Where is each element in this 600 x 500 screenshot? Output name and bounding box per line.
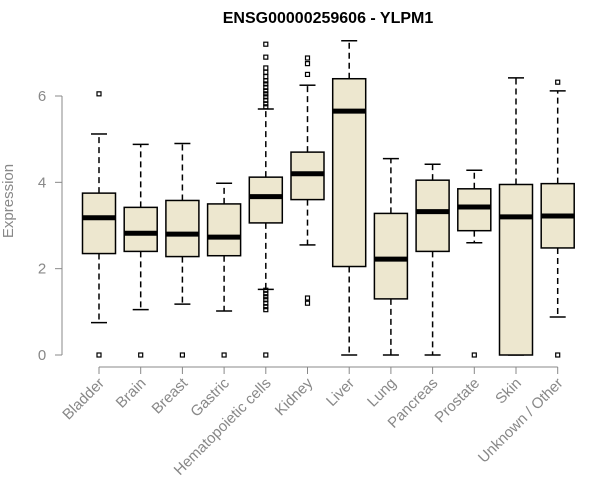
box-lung	[373, 157, 409, 356]
outlier-point	[263, 69, 269, 75]
iqr-box	[165, 199, 200, 258]
iqr-box	[123, 206, 158, 253]
boxplot-series	[81, 39, 575, 358]
box-unknown-other	[540, 79, 575, 358]
outlier-point	[263, 81, 269, 87]
box-prostate	[457, 169, 492, 358]
box-breast	[165, 142, 200, 358]
x-tick-label: Bladder	[59, 375, 108, 424]
x-tick-label: Skin	[492, 375, 525, 408]
y-tick-label: 2	[38, 261, 46, 278]
x-tick-label: Liver	[323, 375, 358, 410]
box-liver	[331, 39, 367, 356]
outlier-point	[263, 91, 269, 97]
iqr-box	[206, 203, 242, 257]
box-gastric	[206, 182, 242, 358]
outlier-point	[263, 78, 269, 84]
outlier-point	[263, 65, 269, 71]
iqr-box	[373, 212, 409, 300]
outlier-point	[304, 295, 311, 301]
outlier-point	[263, 297, 269, 303]
outlier-point	[96, 352, 102, 358]
outlier-point	[138, 352, 144, 358]
outlier-point	[263, 307, 269, 313]
x-tick-label: Kidney	[272, 374, 317, 419]
outlier-point	[263, 104, 269, 110]
x-tick-label: Breast	[149, 374, 192, 417]
iqr-box	[81, 192, 117, 255]
box-hematopoietic-cells	[248, 41, 284, 358]
outlier-point	[96, 91, 102, 97]
y-tick-label: 0	[38, 347, 46, 364]
chart-title: ENSG00000259606 - YLPM1	[223, 10, 434, 27]
iqr-box	[415, 179, 450, 253]
x-tick-label: Brain	[113, 375, 150, 412]
box-kidney	[290, 55, 325, 306]
iqr-box	[498, 183, 534, 356]
box-brain	[123, 143, 158, 358]
outlier-point	[263, 287, 269, 293]
outlier-point	[304, 300, 311, 306]
x-tick-label: Prostate	[432, 375, 484, 427]
outlier-point	[471, 352, 477, 358]
outlier-point	[263, 54, 269, 60]
outlier-point	[263, 73, 269, 80]
outlier-point	[304, 71, 311, 78]
y-axis-label: Expression	[0, 164, 17, 238]
outlier-point	[263, 41, 269, 47]
x-tick-label: Lung	[364, 375, 400, 411]
y-axis: 0 2 4 6	[38, 88, 63, 364]
outlier-point	[179, 352, 185, 358]
box-pancreas	[415, 163, 450, 356]
box-bladder	[81, 91, 117, 358]
outlier-point	[263, 352, 269, 358]
y-tick-label: 4	[38, 174, 46, 191]
outlier-point	[221, 352, 227, 358]
outlier-point	[555, 79, 561, 85]
outlier-point	[304, 61, 311, 67]
box-skin	[498, 77, 534, 356]
iqr-box	[331, 77, 367, 268]
outlier-point	[555, 352, 561, 358]
outlier-point	[304, 55, 311, 61]
iqr-box	[457, 188, 492, 232]
iqr-box	[248, 176, 284, 224]
y-tick-label: 6	[38, 88, 46, 105]
outlier-point	[263, 94, 269, 100]
outlier-point	[263, 294, 269, 300]
